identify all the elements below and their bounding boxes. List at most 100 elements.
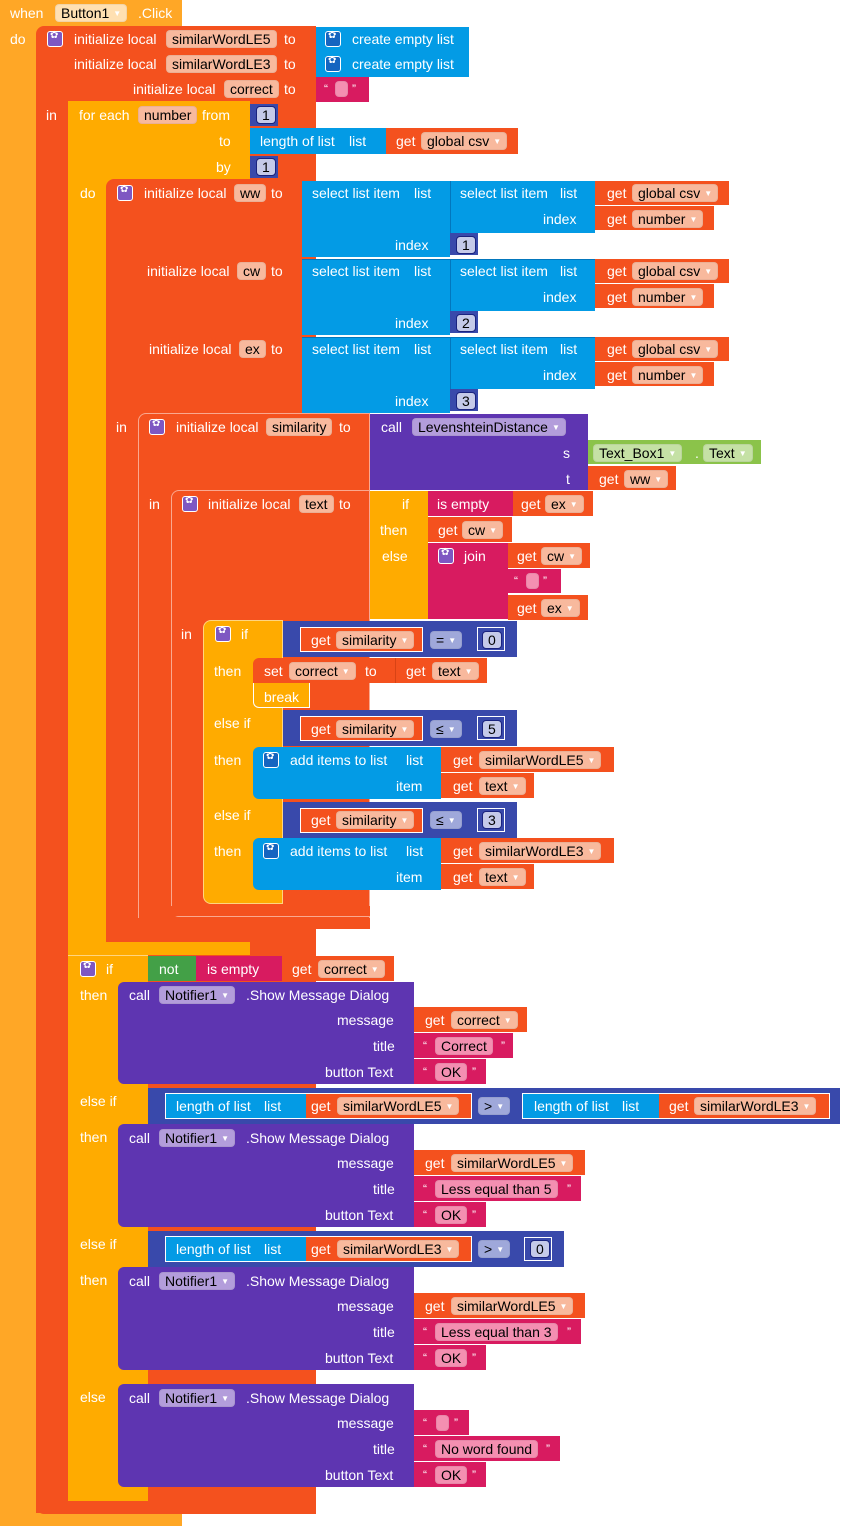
var-name-ww[interactable]: ww xyxy=(234,184,267,202)
operator-dropdown[interactable]: ≤ ▼ xyxy=(430,720,462,738)
var-dropdown[interactable]: similarWordLE5 ▼ xyxy=(451,1297,574,1315)
var-dropdown[interactable]: similarWordLE5 ▼ xyxy=(451,1154,574,1172)
select-list-item-block[interactable] xyxy=(302,337,450,413)
component-dropdown[interactable]: Text_Box1 ▼ xyxy=(593,444,683,462)
var-dropdown[interactable]: similarWordLE5 ▼ xyxy=(479,751,602,769)
operator-dropdown[interactable]: = ▼ xyxy=(430,631,463,649)
text-field[interactable]: Less equal than 3 xyxy=(435,1323,558,1341)
mutator-gear-icon[interactable] xyxy=(117,184,133,201)
select-list-item-block[interactable] xyxy=(450,181,595,233)
not-block[interactable] xyxy=(148,956,196,981)
text-field[interactable]: OK xyxy=(435,1063,468,1081)
empty-text-field[interactable] xyxy=(436,1415,449,1431)
component-dropdown[interactable]: Notifier1 ▼ xyxy=(159,1389,236,1407)
create-empty-list-block[interactable] xyxy=(316,27,469,52)
empty-text-field[interactable] xyxy=(526,573,539,589)
if-then-else-expression-block[interactable] xyxy=(370,491,428,619)
var-dropdown[interactable]: number ▼ xyxy=(632,210,704,228)
var-dropdown[interactable]: correct ▼ xyxy=(289,662,356,680)
mutator-gear-icon[interactable] xyxy=(263,751,279,768)
var-dropdown[interactable]: text ▼ xyxy=(479,868,526,886)
mutator-gear-icon[interactable] xyxy=(263,842,279,859)
text-field[interactable]: OK xyxy=(435,1206,468,1224)
operator-dropdown[interactable]: ≤ ▼ xyxy=(430,811,462,829)
length-of-list-block[interactable] xyxy=(522,1093,659,1119)
var-dropdown[interactable]: global csv ▼ xyxy=(632,184,719,202)
number-field[interactable]: 1 xyxy=(256,106,276,124)
var-dropdown[interactable]: similarWordLE3 ▼ xyxy=(694,1097,817,1115)
var-dropdown[interactable]: number ▼ xyxy=(632,366,704,384)
var-name-correct[interactable]: correct xyxy=(224,80,279,98)
length-of-list-block[interactable] xyxy=(165,1236,306,1262)
select-list-item-block[interactable] xyxy=(302,181,450,257)
number-field[interactable]: 2 xyxy=(456,314,476,332)
var-dropdown[interactable]: text ▼ xyxy=(479,777,526,795)
var-name-text[interactable]: text xyxy=(299,495,334,513)
component-dropdown[interactable]: Notifier1 ▼ xyxy=(159,986,236,1004)
var-name-similarity[interactable]: similarity xyxy=(266,418,333,436)
mutator-gear-icon[interactable] xyxy=(182,495,198,512)
var-dropdown[interactable]: ww ▼ xyxy=(624,470,669,488)
number-field[interactable]: 0 xyxy=(482,631,502,649)
mutator-gear-icon[interactable] xyxy=(149,418,165,435)
component-dropdown[interactable]: Notifier1 ▼ xyxy=(159,1272,236,1290)
var-dropdown[interactable]: global csv ▼ xyxy=(421,132,508,150)
add-items-to-list-block[interactable] xyxy=(253,838,441,890)
break-block[interactable] xyxy=(253,683,310,708)
var-dropdown[interactable]: correct ▼ xyxy=(451,1011,518,1029)
mutator-gear-icon[interactable] xyxy=(215,625,231,642)
var-name-ex[interactable]: ex xyxy=(239,340,266,358)
var-dropdown[interactable]: global csv ▼ xyxy=(632,340,719,358)
loop-var-number[interactable]: number xyxy=(138,106,198,124)
var-dropdown[interactable]: similarWordLE3 ▼ xyxy=(337,1240,460,1258)
create-empty-list-block[interactable] xyxy=(316,52,469,77)
var-name-le3[interactable]: similarWordLE3 xyxy=(166,55,277,73)
mutator-gear-icon[interactable] xyxy=(325,30,341,47)
mutator-gear-icon[interactable] xyxy=(438,547,454,564)
var-dropdown[interactable]: global csv ▼ xyxy=(632,262,719,280)
var-dropdown[interactable]: similarity ▼ xyxy=(336,631,415,649)
var-dropdown[interactable]: cw ▼ xyxy=(541,547,583,565)
operator-dropdown[interactable]: > ▼ xyxy=(478,1097,511,1115)
number-field[interactable]: 1 xyxy=(456,236,476,254)
mutator-gear-icon[interactable] xyxy=(325,55,341,72)
text-field[interactable]: OK xyxy=(435,1466,468,1484)
var-dropdown[interactable]: cw ▼ xyxy=(462,521,504,539)
var-dropdown[interactable]: ex ▼ xyxy=(545,495,584,513)
component-dropdown[interactable]: Notifier1 ▼ xyxy=(159,1129,236,1147)
number-field[interactable]: 5 xyxy=(482,720,502,738)
number-field[interactable]: 3 xyxy=(456,392,476,410)
number-field[interactable]: 3 xyxy=(482,811,502,829)
var-dropdown[interactable]: similarWordLE5 ▼ xyxy=(337,1097,460,1115)
var-dropdown[interactable]: number ▼ xyxy=(632,288,704,306)
select-list-item-block[interactable] xyxy=(302,259,450,335)
var-name-cw[interactable]: cw xyxy=(237,262,267,280)
text-field[interactable]: Correct xyxy=(435,1037,493,1055)
var-name-le5[interactable]: similarWordLE5 xyxy=(166,30,277,48)
number-field[interactable]: 0 xyxy=(530,1240,550,1258)
var-dropdown[interactable]: similarity ▼ xyxy=(336,720,415,738)
mutator-gear-icon[interactable] xyxy=(47,30,63,47)
length-of-list-block[interactable] xyxy=(165,1093,306,1119)
property-dropdown[interactable]: Text ▼ xyxy=(703,444,753,462)
component-dropdown[interactable]: Button1 ▼ xyxy=(55,4,128,22)
is-empty-block[interactable] xyxy=(196,956,282,981)
select-list-item-block[interactable] xyxy=(450,259,595,311)
var-dropdown[interactable]: similarity ▼ xyxy=(336,811,415,829)
var-dropdown[interactable]: text ▼ xyxy=(432,662,479,680)
length-of-list-block[interactable] xyxy=(250,128,386,154)
var-dropdown[interactable]: correct ▼ xyxy=(318,960,385,978)
var-dropdown[interactable]: ex ▼ xyxy=(541,599,580,617)
is-empty-block[interactable] xyxy=(428,491,513,516)
select-list-item-block[interactable] xyxy=(450,337,595,389)
mutator-gear-icon[interactable] xyxy=(80,960,96,977)
procedure-dropdown[interactable]: LevenshteinDistance ▼ xyxy=(412,418,566,436)
text-field[interactable]: Less equal than 5 xyxy=(435,1180,558,1198)
operator-dropdown[interactable]: > ▼ xyxy=(478,1240,511,1258)
var-dropdown[interactable]: similarWordLE3 ▼ xyxy=(479,842,602,860)
add-items-to-list-block[interactable] xyxy=(253,747,441,799)
text-field[interactable]: OK xyxy=(435,1349,468,1367)
text-field[interactable]: No word found xyxy=(435,1440,539,1458)
number-field[interactable]: 1 xyxy=(256,158,276,176)
empty-text-field[interactable] xyxy=(335,81,348,97)
